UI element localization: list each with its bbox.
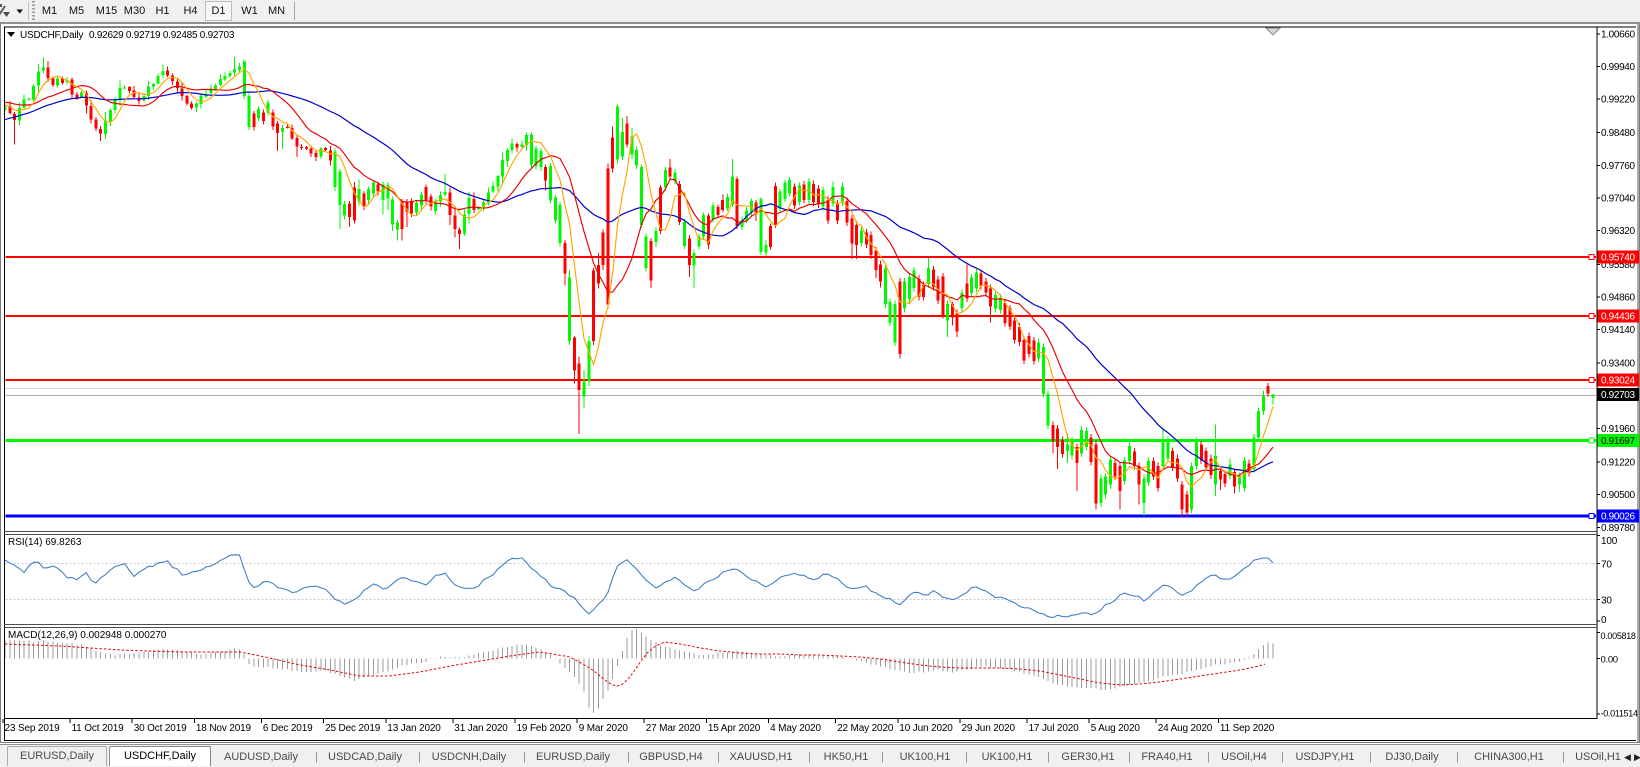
svg-text:6 Dec 2019: 6 Dec 2019 xyxy=(263,723,313,734)
svg-text:0.92703: 0.92703 xyxy=(1601,390,1635,401)
svg-text:18 Nov 2019: 18 Nov 2019 xyxy=(196,723,252,734)
svg-text:31 Jan 2020: 31 Jan 2020 xyxy=(454,723,508,734)
svg-text:0.005818: 0.005818 xyxy=(1601,631,1636,641)
svg-text:0.97760: 0.97760 xyxy=(1601,161,1635,172)
svg-text:17 Jul 2020: 17 Jul 2020 xyxy=(1029,723,1080,734)
svg-text:11 Oct 2019: 11 Oct 2019 xyxy=(72,723,125,734)
svg-text:MACD(12,26,9) 0.002948 0.00027: MACD(12,26,9) 0.002948 0.000270 xyxy=(8,630,167,641)
svg-text:0.99940: 0.99940 xyxy=(1601,62,1635,73)
svg-text:15 Apr 2020: 15 Apr 2020 xyxy=(708,723,761,734)
svg-text:25 Dec 2019: 25 Dec 2019 xyxy=(325,723,381,734)
svg-text:0.90500: 0.90500 xyxy=(1601,490,1635,501)
svg-text:100: 100 xyxy=(1601,536,1618,547)
svg-text:0.91697: 0.91697 xyxy=(1601,436,1635,447)
svg-text:11 Sep 2020: 11 Sep 2020 xyxy=(1220,723,1275,734)
svg-text:27 Mar 2020: 27 Mar 2020 xyxy=(646,723,701,734)
svg-text:30: 30 xyxy=(1601,596,1612,607)
svg-text:0: 0 xyxy=(1601,615,1607,626)
svg-text:0.93400: 0.93400 xyxy=(1601,359,1635,370)
svg-text:4 May 2020: 4 May 2020 xyxy=(770,723,821,734)
svg-text:0.91960: 0.91960 xyxy=(1601,424,1635,435)
svg-text:9 Mar 2020: 9 Mar 2020 xyxy=(579,723,629,734)
svg-text:10 Jun 2020: 10 Jun 2020 xyxy=(899,723,953,734)
svg-text:USDCHF,Daily: USDCHF,Daily xyxy=(20,30,83,41)
svg-text:0.90026: 0.90026 xyxy=(1601,512,1635,523)
svg-text:1.00660: 1.00660 xyxy=(1601,29,1635,40)
svg-text:RSI(14) 69.8263: RSI(14) 69.8263 xyxy=(8,537,82,548)
svg-text:5 Aug 2020: 5 Aug 2020 xyxy=(1091,723,1141,734)
svg-text:29 Jun 2020: 29 Jun 2020 xyxy=(962,723,1016,734)
svg-text:-0.011514: -0.011514 xyxy=(1601,709,1638,719)
svg-text:0.95740: 0.95740 xyxy=(1601,253,1635,264)
svg-text:0.93024: 0.93024 xyxy=(1601,376,1635,387)
svg-text:0.91220: 0.91220 xyxy=(1601,458,1635,469)
svg-text:0.94860: 0.94860 xyxy=(1601,292,1635,303)
svg-text:23 Sep 2019: 23 Sep 2019 xyxy=(5,723,61,734)
svg-text:19 Feb 2020: 19 Feb 2020 xyxy=(517,723,572,734)
svg-text:0.96320: 0.96320 xyxy=(1601,226,1635,237)
svg-text:0.92629 0.92719 0.92485 0.9270: 0.92629 0.92719 0.92485 0.92703 xyxy=(89,30,235,41)
svg-text:0.94436: 0.94436 xyxy=(1601,312,1635,323)
svg-text:13 Jan 2020: 13 Jan 2020 xyxy=(387,723,441,734)
svg-text:0.97040: 0.97040 xyxy=(1601,194,1635,205)
svg-text:0.00: 0.00 xyxy=(1601,655,1618,666)
svg-text:0.98480: 0.98480 xyxy=(1601,128,1635,139)
svg-text:30 Oct 2019: 30 Oct 2019 xyxy=(134,723,187,734)
svg-text:0.94140: 0.94140 xyxy=(1601,325,1635,336)
svg-text:0.89780: 0.89780 xyxy=(1601,523,1635,534)
svg-text:0.99220: 0.99220 xyxy=(1601,95,1635,106)
svg-text:70: 70 xyxy=(1601,560,1612,571)
svg-text:24 Aug 2020: 24 Aug 2020 xyxy=(1158,723,1213,734)
svg-text:22 May 2020: 22 May 2020 xyxy=(837,723,894,734)
